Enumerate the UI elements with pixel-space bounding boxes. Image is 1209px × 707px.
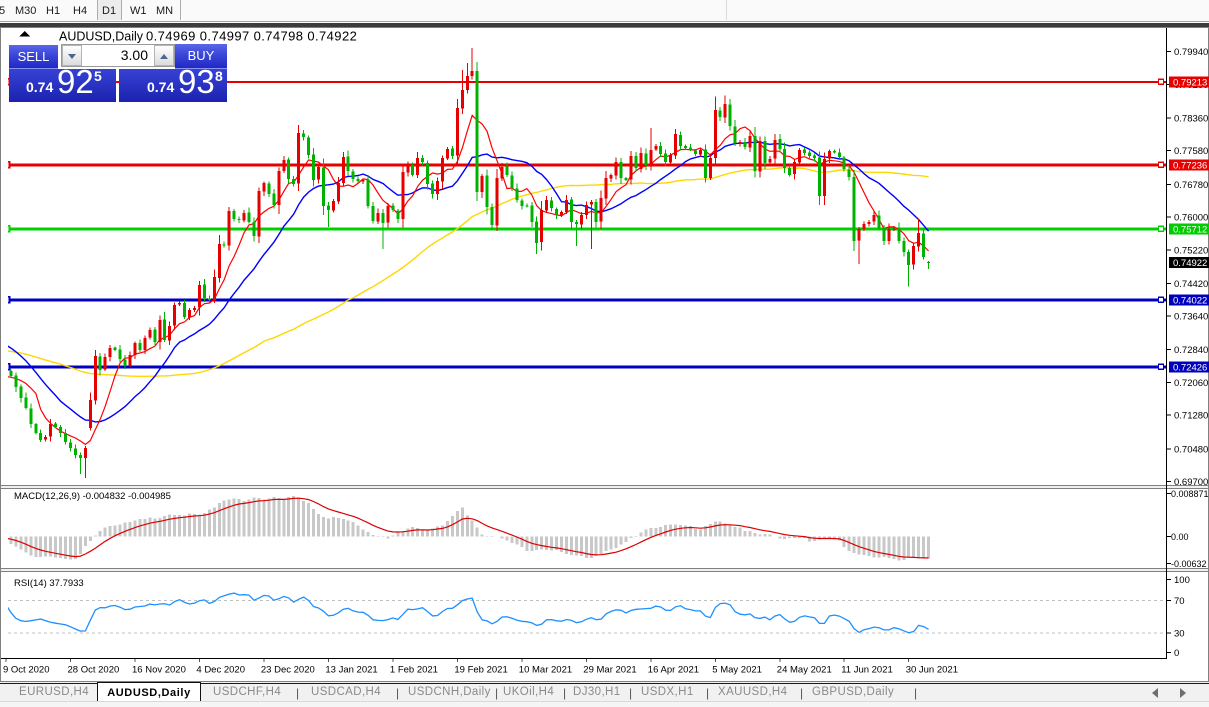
svg-text:5 May 2021: 5 May 2021 xyxy=(712,665,762,676)
svg-text:0.69700: 0.69700 xyxy=(1174,477,1208,488)
svg-text:16 Nov 2020: 16 Nov 2020 xyxy=(132,665,186,676)
svg-text:0.74022: 0.74022 xyxy=(1173,296,1207,307)
svg-text:10 Mar 2021: 10 Mar 2021 xyxy=(519,665,572,676)
svg-text:0.70480: 0.70480 xyxy=(1174,444,1208,455)
svg-text:13 Jan 2021: 13 Jan 2021 xyxy=(325,665,377,676)
svg-text:0.74969 0.74997 0.74798 0.7492: 0.74969 0.74997 0.74798 0.74922 xyxy=(146,29,357,44)
svg-text:0.76780: 0.76780 xyxy=(1174,180,1208,191)
svg-text:0.79213: 0.79213 xyxy=(1173,78,1207,89)
svg-text:11 Jun 2021: 11 Jun 2021 xyxy=(841,665,893,676)
svg-text:0.77236: 0.77236 xyxy=(1173,161,1207,172)
svg-text:0.71280: 0.71280 xyxy=(1174,411,1208,422)
svg-text:0.72426: 0.72426 xyxy=(1173,363,1207,374)
svg-text:RSI(14) 37.7933: RSI(14) 37.7933 xyxy=(14,578,84,589)
svg-text:0.79940: 0.79940 xyxy=(1174,47,1208,58)
svg-text:4 Dec 2020: 4 Dec 2020 xyxy=(196,665,245,676)
svg-text:100: 100 xyxy=(1174,575,1190,586)
svg-text:0.72840: 0.72840 xyxy=(1174,345,1208,356)
svg-text:16 Apr 2021: 16 Apr 2021 xyxy=(648,665,699,676)
svg-text:0.75712: 0.75712 xyxy=(1173,225,1207,236)
svg-text:24 May 2021: 24 May 2021 xyxy=(777,665,832,676)
svg-text:AUDUSD,Daily: AUDUSD,Daily xyxy=(59,30,144,44)
svg-text:0.74922: 0.74922 xyxy=(1173,258,1207,269)
svg-text:0.75220: 0.75220 xyxy=(1174,245,1208,256)
svg-text:28 Oct 2020: 28 Oct 2020 xyxy=(68,665,120,676)
svg-text:30: 30 xyxy=(1174,628,1185,639)
svg-text:0.00: 0.00 xyxy=(1171,532,1189,542)
svg-text:23 Dec 2020: 23 Dec 2020 xyxy=(261,665,315,676)
svg-text:0.72060: 0.72060 xyxy=(1174,378,1208,389)
svg-text:0.78360: 0.78360 xyxy=(1174,114,1208,125)
svg-text:19 Feb 2021: 19 Feb 2021 xyxy=(454,665,507,676)
svg-text:30 Jun 2021: 30 Jun 2021 xyxy=(906,665,958,676)
svg-text:9 Oct 2020: 9 Oct 2020 xyxy=(3,665,49,676)
svg-text:70: 70 xyxy=(1174,596,1185,607)
svg-text:0.74420: 0.74420 xyxy=(1174,279,1208,290)
svg-text:0.008871: 0.008871 xyxy=(1171,489,1209,499)
svg-text:29 Mar 2021: 29 Mar 2021 xyxy=(583,665,636,676)
svg-text:0.73640: 0.73640 xyxy=(1174,312,1208,323)
svg-text:0: 0 xyxy=(1174,648,1179,659)
svg-text:0.76000: 0.76000 xyxy=(1174,213,1208,224)
svg-text:1 Feb 2021: 1 Feb 2021 xyxy=(390,665,438,676)
svg-text:-0.00632: -0.00632 xyxy=(1171,559,1207,569)
svg-text:0.77580: 0.77580 xyxy=(1174,146,1208,157)
svg-text:MACD(12,26,9) -0.004832 -0.004: MACD(12,26,9) -0.004832 -0.004985 xyxy=(14,491,171,502)
